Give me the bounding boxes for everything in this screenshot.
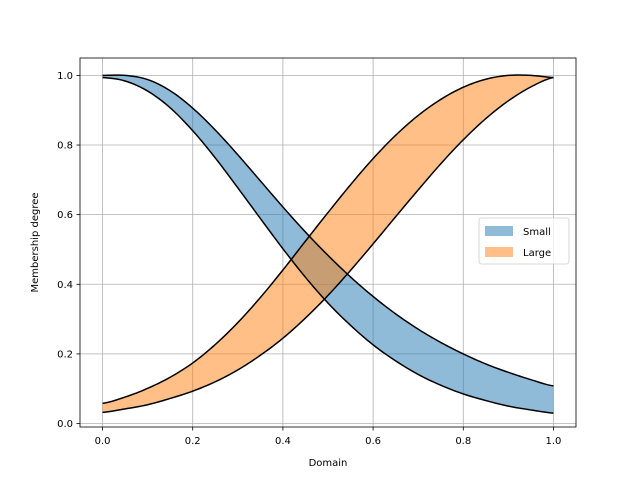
legend: Small Large (478, 217, 570, 265)
y-tick-label: 0.4 (57, 280, 73, 291)
x-tick-label: 0.6 (365, 436, 381, 447)
legend-swatch-small (485, 226, 513, 236)
band-small (102, 75, 554, 414)
line-large-upper (102, 74, 554, 405)
x-tick-label: 1.0 (546, 436, 562, 447)
series-bands (102, 75, 554, 414)
plot-frame (79, 57, 577, 428)
y-tick-label: 0.0 (57, 419, 73, 430)
x-tick-label: 0.0 (95, 436, 111, 447)
legend-swatch-large (485, 247, 513, 257)
legend-label-small: Small (523, 227, 551, 238)
x-axis-label: Domain (309, 458, 348, 469)
y-tick-label: 0.6 (57, 210, 73, 221)
y-tick-label: 1.0 (57, 71, 73, 82)
ticks: 0.0 0.2 0.4 0.6 0.8 1.0 0.0 0.2 0.4 0.6 0.8 1.0 (57, 71, 561, 447)
band-large (102, 75, 554, 413)
x-tick-label: 0.8 (455, 436, 471, 447)
line-small-upper (102, 74, 554, 387)
x-tick-label: 0.4 (275, 436, 291, 447)
series-lines (102, 74, 554, 414)
y-tick-label: 0.2 (57, 349, 73, 360)
y-axis-label: Membership degree (30, 192, 41, 292)
line-large-lower (102, 76, 554, 414)
x-tick-label: 0.2 (185, 436, 201, 447)
legend-label-large: Large (523, 248, 551, 259)
y-tick-label: 0.8 (57, 141, 73, 152)
line-small-lower (102, 76, 554, 414)
